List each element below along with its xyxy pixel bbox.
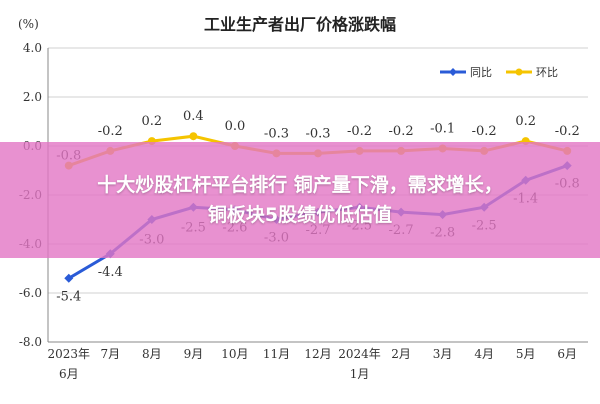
x-tick-label: 8月 [142, 347, 162, 361]
chart-title: 工业生产者出厂价格涨跌幅 [204, 15, 396, 34]
data-label: -0.3 [264, 126, 289, 141]
x-tick-label: 7月 [100, 347, 120, 361]
data-label: -0.2 [347, 124, 372, 139]
data-label: 0.2 [515, 114, 536, 129]
y-tick-label: 2.0 [23, 90, 42, 104]
data-point [64, 273, 74, 283]
data-label: 0.4 [183, 109, 204, 124]
x-tick-label: 2024年 [338, 347, 381, 361]
data-label: -0.2 [389, 124, 414, 139]
x-tick-label: 1月 [350, 367, 370, 381]
x-tick-label: 11月 [263, 347, 290, 361]
overlay-headline-1: 十大炒股杠杆平台排行 铜产量下滑，需求增长， [97, 174, 503, 196]
y-tick-label: -8.0 [19, 335, 42, 349]
x-tick-label: 10月 [221, 347, 248, 361]
data-point [189, 132, 198, 141]
x-tick-label: 4月 [474, 347, 494, 361]
overlay-headline-2: 铜板块5股绩优低估值 [207, 204, 393, 226]
x-tick-label: 2月 [391, 347, 411, 361]
data-label: 0.0 [225, 119, 246, 134]
x-tick-label: 9月 [184, 347, 204, 361]
data-label: -0.2 [98, 124, 123, 139]
legend-marker [515, 68, 523, 76]
x-tick-label: 3月 [433, 347, 453, 361]
legend-label: 同比 [470, 66, 492, 79]
overlay-banner[interactable]: 十大炒股杠杆平台排行 铜产量下滑，需求增长， 铜板块5股绩优低估值 [0, 142, 600, 258]
data-label: -0.2 [472, 124, 497, 139]
x-tick-label: 6月 [557, 347, 577, 361]
x-tick-label: 2023年 [47, 347, 90, 361]
y-tick-label: -6.0 [19, 286, 42, 300]
data-label: -4.4 [98, 265, 123, 280]
data-label: -5.4 [56, 289, 81, 304]
data-label: -0.1 [430, 121, 455, 136]
data-label: -0.2 [555, 124, 580, 139]
x-tick-label: 12月 [304, 347, 331, 361]
y-tick-label: 4.0 [23, 41, 42, 55]
data-label: 0.2 [142, 114, 163, 129]
x-tick-label: 6月 [59, 367, 79, 381]
x-tick-label: 5月 [516, 347, 536, 361]
y-axis-unit: (%) [18, 17, 39, 31]
legend-label: 环比 [536, 66, 558, 79]
data-label: -0.3 [305, 126, 330, 141]
legend-marker [449, 68, 457, 76]
